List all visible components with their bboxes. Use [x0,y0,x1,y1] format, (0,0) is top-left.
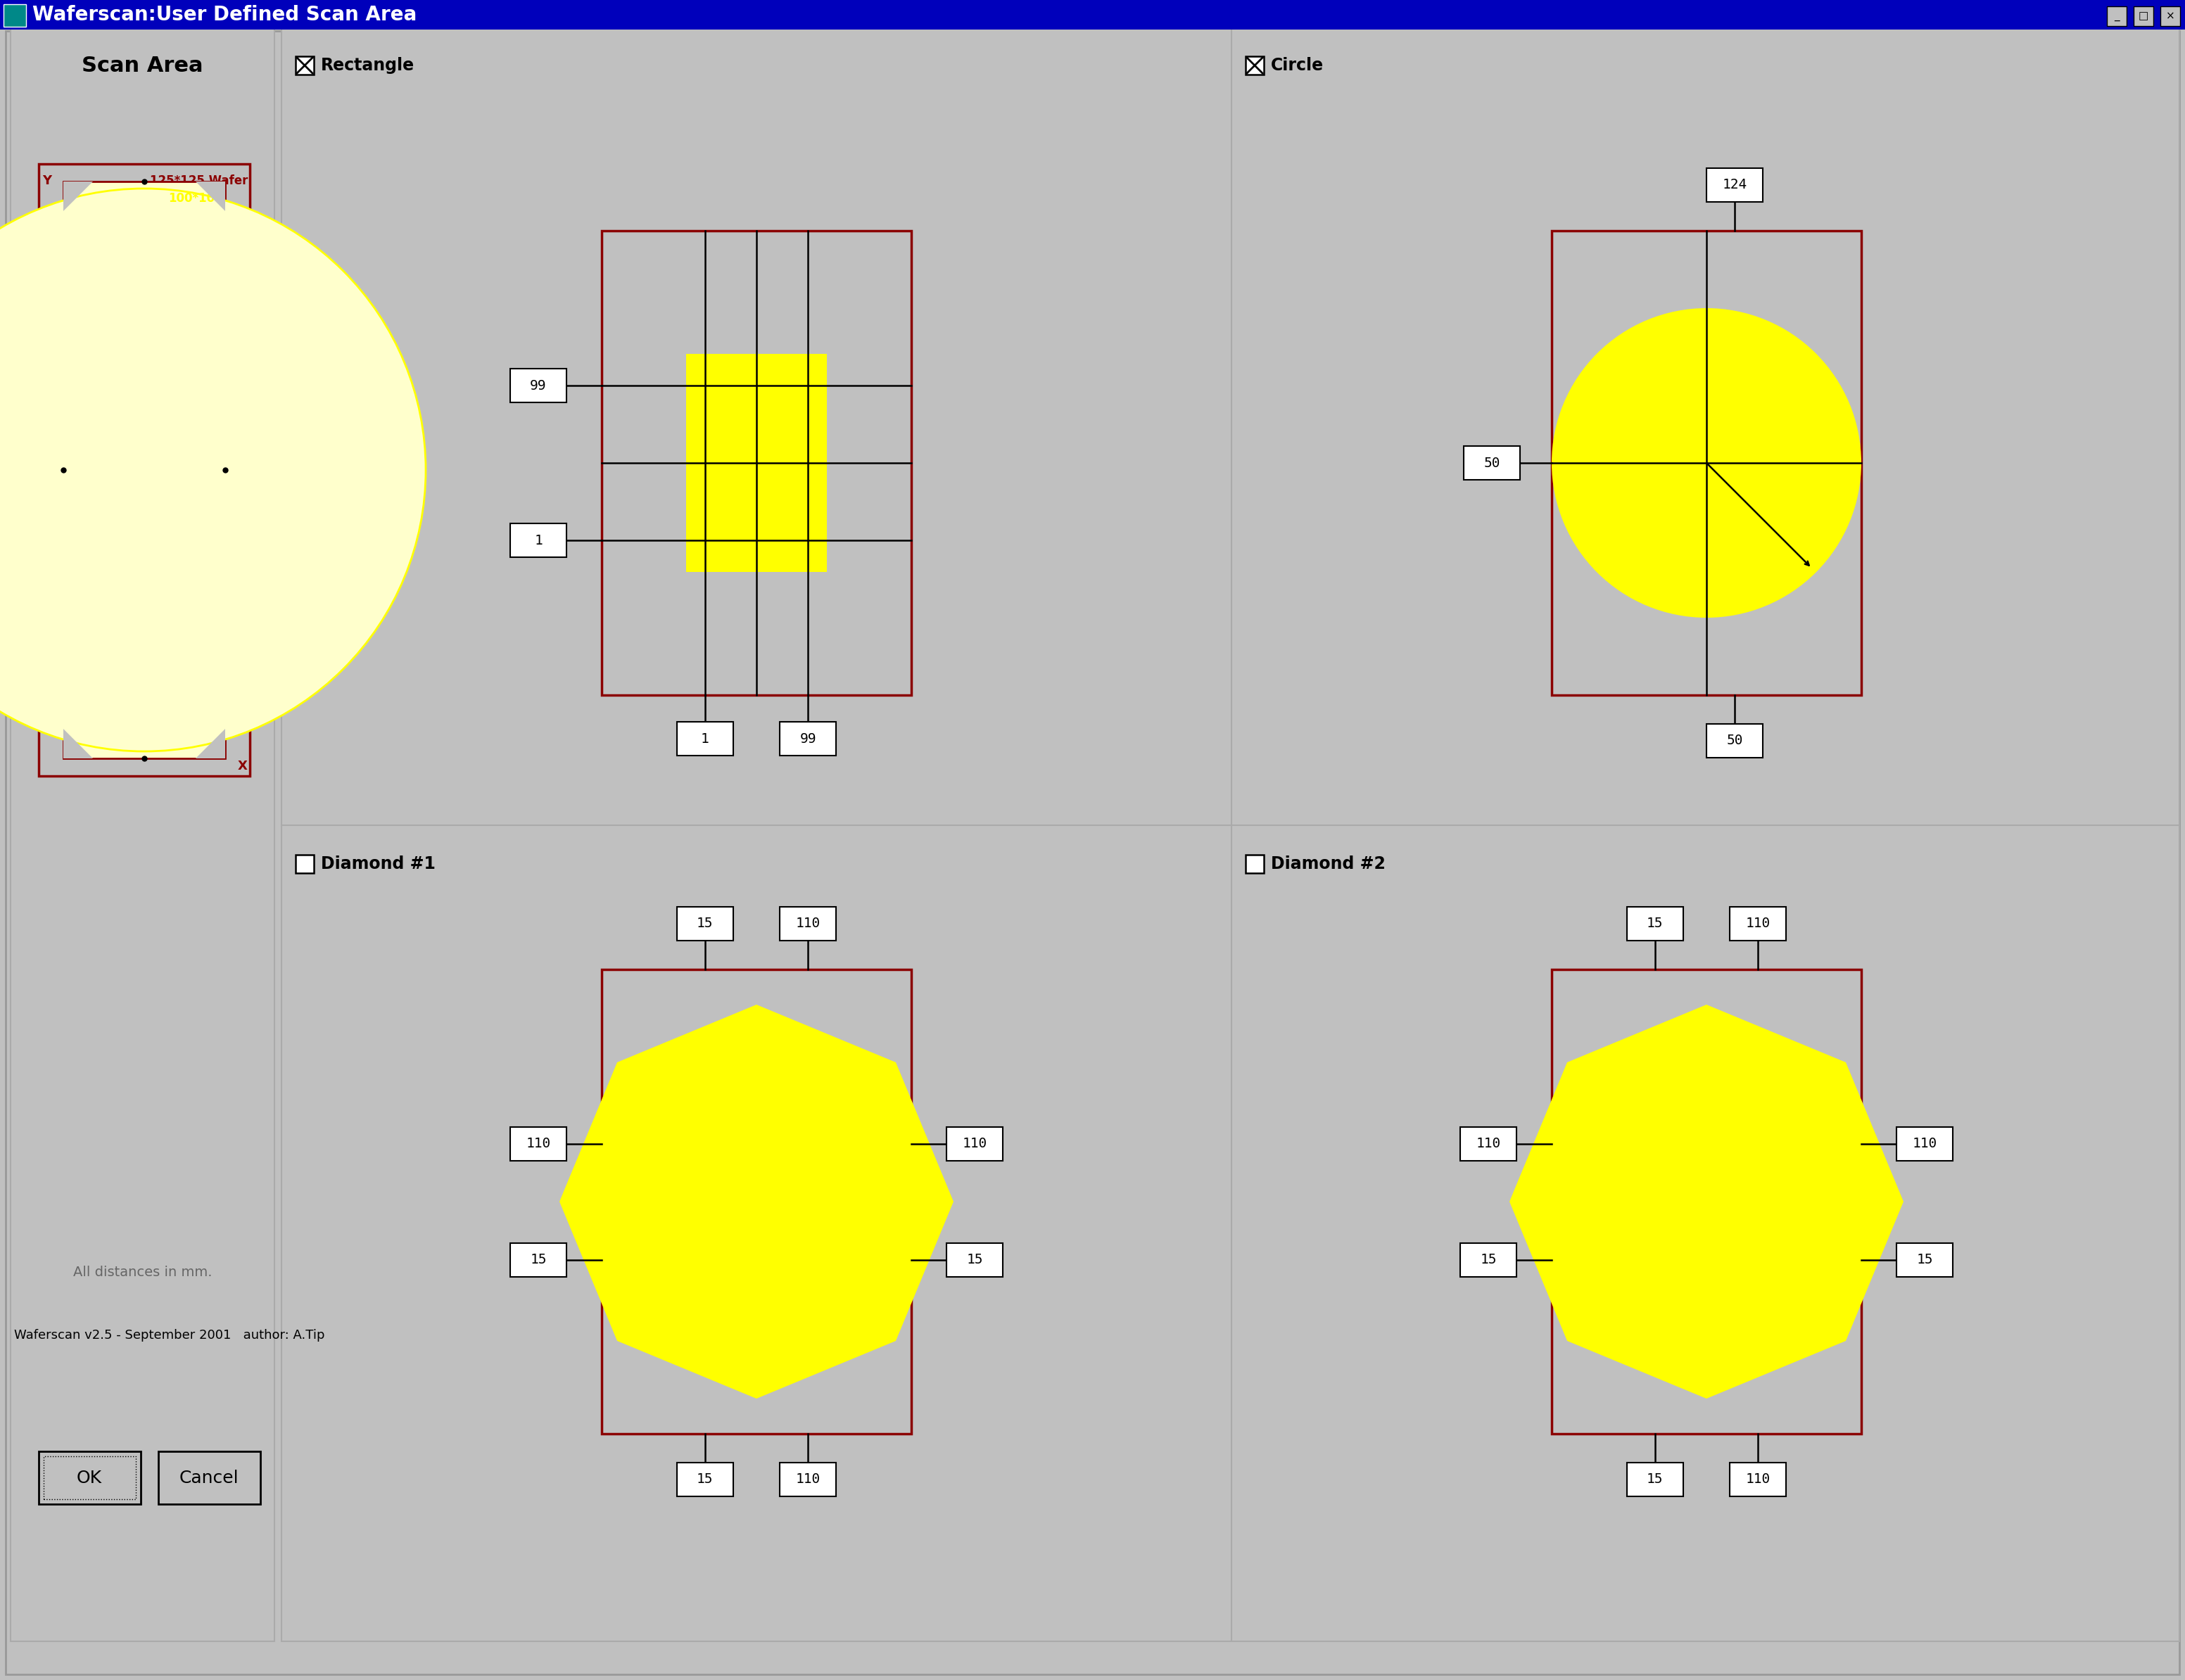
Bar [1626,1463,1682,1497]
Text: ×: × [2165,10,2174,22]
Bar [39,165,249,776]
Text: Waferscan v2.5 - September 2001   author: A.Tip: Waferscan v2.5 - September 2001 author: … [13,1329,326,1342]
Bar [946,1127,1003,1161]
Bar [1245,855,1263,874]
Text: 124: 124 [1722,178,1748,192]
Text: 110: 110 [1912,1137,1938,1151]
Bar [157,1452,260,1504]
Bar [1551,230,1862,696]
Polygon shape [197,181,225,212]
Text: 15: 15 [697,1473,712,1487]
Bar [1897,1243,1953,1277]
Bar [1731,907,1785,941]
Bar [1731,1463,1785,1497]
Bar [780,722,837,756]
Text: 15: 15 [1916,1253,1934,1267]
Bar [2106,7,2126,25]
Bar [686,354,826,571]
Bar [295,57,315,74]
Text: Scan Area: Scan Area [81,55,203,76]
Bar [677,907,732,941]
Text: 15: 15 [1647,1473,1663,1487]
Bar [1551,969,1862,1433]
Text: 110: 110 [1746,1473,1770,1487]
Text: 1: 1 [533,534,542,548]
Text: 15: 15 [1479,1253,1497,1267]
Bar [1464,445,1521,480]
Text: All distances in mm.: All distances in mm. [72,1265,212,1278]
Text: Rectangle: Rectangle [321,57,415,74]
Text: 110: 110 [1475,1137,1501,1151]
Bar [2133,7,2154,25]
Polygon shape [63,729,94,758]
Text: Waferscan:User Defined Scan Area: Waferscan:User Defined Scan Area [33,5,417,25]
Polygon shape [559,1005,953,1398]
Bar [1706,724,1763,758]
Bar [677,722,732,756]
Circle shape [1551,307,1862,618]
Bar [44,1457,135,1499]
Bar [63,181,225,758]
Text: Diamond #2: Diamond #2 [1272,855,1385,872]
Text: OK: OK [76,1470,103,1487]
Bar [509,1127,566,1161]
Polygon shape [197,729,225,758]
Bar [0,0,2185,30]
Text: 50: 50 [1484,457,1501,470]
Bar [509,1243,566,1277]
Bar [1897,1127,1953,1161]
Bar [39,1452,140,1504]
Text: 110: 110 [961,1137,988,1151]
Bar [1460,1127,1516,1161]
Text: 15: 15 [1647,917,1663,931]
Text: 15: 15 [966,1253,983,1267]
Text: Circle: Circle [1272,57,1324,74]
Bar [295,855,315,874]
Text: 110: 110 [795,1473,822,1487]
Text: X: X [238,759,247,773]
Text: 15: 15 [697,917,712,931]
Text: Cancel: Cancel [179,1470,238,1487]
Bar [601,230,911,696]
Text: 15: 15 [531,1253,546,1267]
Bar [677,1463,732,1497]
Polygon shape [63,181,94,212]
Bar [1245,57,1263,74]
Circle shape [0,188,426,751]
Bar [780,1463,837,1497]
Text: _: _ [2115,10,2119,22]
Text: 1: 1 [701,732,708,746]
Bar [780,907,837,941]
Text: 110: 110 [527,1137,551,1151]
Bar [509,368,566,403]
Text: 125*125 Wafer: 125*125 Wafer [149,175,247,186]
Text: 100*100: 100*100 [168,192,223,205]
Text: Diamond #1: Diamond #1 [321,855,435,872]
Bar [2161,7,2181,25]
Bar [509,524,566,558]
Bar [1626,907,1682,941]
Bar [946,1243,1003,1277]
Bar [11,27,275,1641]
Polygon shape [1510,1005,1903,1398]
Text: 110: 110 [1746,917,1770,931]
Bar [282,27,2178,1641]
Bar [1460,1243,1516,1277]
Text: □: □ [2139,10,2148,22]
Bar [4,5,26,27]
Text: 110: 110 [795,917,822,931]
Bar [1706,168,1763,202]
Bar [601,969,911,1433]
Text: Y: Y [42,175,52,186]
Text: 99: 99 [531,380,546,391]
Text: 99: 99 [800,732,817,746]
Text: 50: 50 [1726,734,1744,748]
